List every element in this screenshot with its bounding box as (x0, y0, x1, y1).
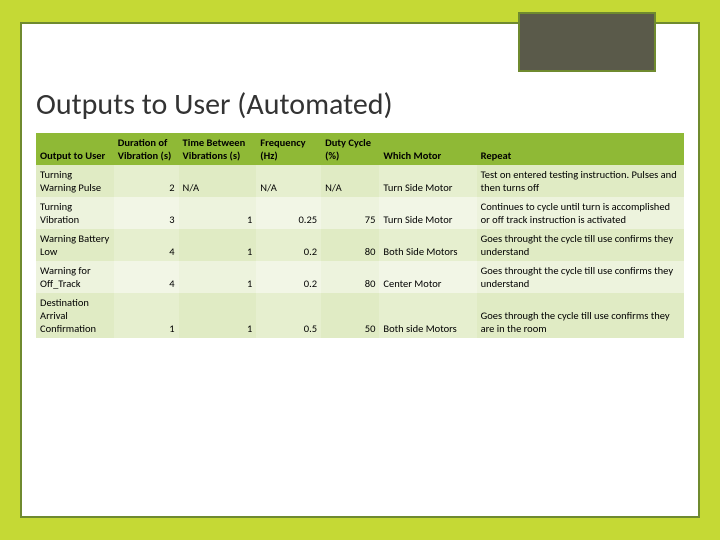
cell-duty-cycle: 80 (321, 261, 379, 293)
table-header-row: Output to User Duration of Vibration (s)… (36, 133, 684, 165)
cell-output: Turning Warning Pulse (36, 165, 114, 197)
cell-which-motor: Turn Side Motor (379, 165, 476, 197)
table-row: Turning Vibration 3 1 0.25 75 Turn Side … (36, 197, 684, 229)
cell-duration: 3 (114, 197, 179, 229)
cell-frequency: 0.25 (256, 197, 321, 229)
cell-output: Destination Arrival Confirmation (36, 293, 114, 338)
cell-duration: 4 (114, 229, 179, 261)
cell-which-motor: Both side Motors (379, 293, 476, 338)
table-row: Destination Arrival Confirmation 1 1 0.5… (36, 293, 684, 338)
cell-repeat: Continues to cycle until turn is accompl… (477, 197, 684, 229)
cell-time-between: 1 (179, 293, 257, 338)
cell-duration: 2 (114, 165, 179, 197)
cell-which-motor: Turn Side Motor (379, 197, 476, 229)
slide-frame: Outputs to User (Automated) Output to Us… (20, 22, 700, 518)
table-container: Output to User Duration of Vibration (s)… (22, 133, 698, 352)
cell-repeat: Test on entered testing instruction. Pul… (477, 165, 684, 197)
col-duration: Duration of Vibration (s) (114, 133, 179, 165)
cell-frequency: 0.2 (256, 229, 321, 261)
cell-time-between: 1 (179, 197, 257, 229)
cell-duration: 4 (114, 261, 179, 293)
col-repeat: Repeat (477, 133, 684, 165)
cell-output: Turning Vibration (36, 197, 114, 229)
cell-output: Warning Battery Low (36, 229, 114, 261)
col-duty-cycle: Duty Cycle (%) (321, 133, 379, 165)
cell-output: Warning for Off_Track (36, 261, 114, 293)
cell-duty-cycle: 75 (321, 197, 379, 229)
col-time-between: Time Between Vibrations (s) (179, 133, 257, 165)
col-output: Output to User (36, 133, 114, 165)
col-which-motor: Which Motor (379, 133, 476, 165)
table-row: Warning for Off_Track 4 1 0.2 80 Center … (36, 261, 684, 293)
cell-duty-cycle: 80 (321, 229, 379, 261)
cell-time-between: N/A (179, 165, 257, 197)
cell-time-between: 1 (179, 229, 257, 261)
outputs-table: Output to User Duration of Vibration (s)… (36, 133, 684, 338)
cell-frequency: 0.5 (256, 293, 321, 338)
cell-which-motor: Center Motor (379, 261, 476, 293)
cell-repeat: Goes throught the cycle till use confirm… (477, 229, 684, 261)
col-frequency: Frequency (Hz) (256, 133, 321, 165)
cell-duration: 1 (114, 293, 179, 338)
cell-frequency: N/A (256, 165, 321, 197)
corner-accent-box (518, 12, 656, 72)
cell-repeat: Goes throught the cycle till use confirm… (477, 261, 684, 293)
cell-repeat: Goes through the cycle till use confirms… (477, 293, 684, 338)
cell-which-motor: Both Side Motors (379, 229, 476, 261)
cell-frequency: 0.2 (256, 261, 321, 293)
cell-duty-cycle: 50 (321, 293, 379, 338)
cell-time-between: 1 (179, 261, 257, 293)
table-row: Warning Battery Low 4 1 0.2 80 Both Side… (36, 229, 684, 261)
table-row: Turning Warning Pulse 2 N/A N/A N/A Turn… (36, 165, 684, 197)
cell-duty-cycle: N/A (321, 165, 379, 197)
